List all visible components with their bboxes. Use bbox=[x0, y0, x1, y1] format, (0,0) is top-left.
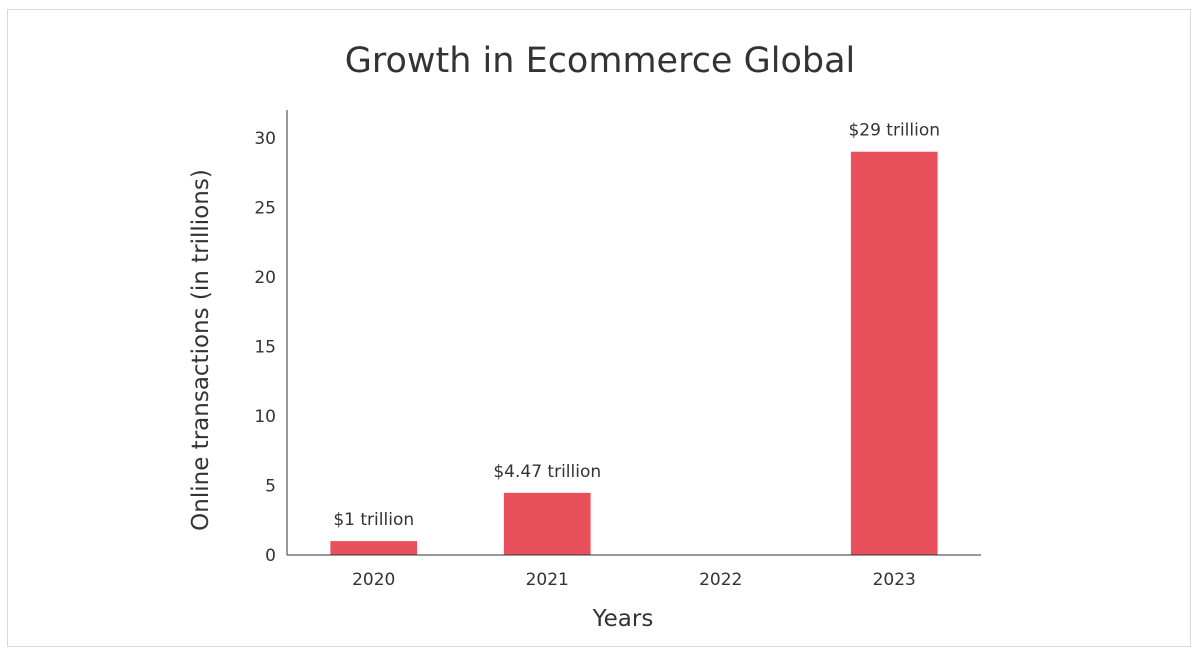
data-label-2021: $4.47 trillion bbox=[493, 462, 601, 482]
x-axis-ticks: 2020 2021 2022 2023 bbox=[352, 570, 916, 590]
y-tick-label: 25 bbox=[254, 198, 276, 218]
data-label-2020: $1 trillion bbox=[333, 510, 414, 530]
y-tick-label: 20 bbox=[254, 268, 276, 288]
x-tick-label: 2022 bbox=[699, 570, 742, 590]
bars-group bbox=[330, 151, 938, 555]
y-tick-label: 30 bbox=[254, 129, 276, 149]
data-label-2023: $29 trillion bbox=[848, 121, 940, 141]
x-axis-title: Years bbox=[592, 606, 654, 632]
x-tick-label: 2020 bbox=[352, 570, 395, 590]
chart-title: Growth in Ecommerce Global bbox=[345, 41, 856, 81]
bar-2020 bbox=[330, 541, 418, 555]
y-tick-label: 15 bbox=[254, 337, 276, 357]
y-tick-label: 5 bbox=[265, 476, 276, 496]
data-labels-group: $1 trillion $4.47 trillion $29 trillion bbox=[333, 121, 940, 530]
bar-2021 bbox=[503, 492, 591, 555]
y-tick-label: 0 bbox=[265, 546, 276, 566]
x-tick-label: 2023 bbox=[873, 570, 916, 590]
x-tick-label: 2021 bbox=[526, 570, 569, 590]
y-axis-title: Online transactions (in trillions) bbox=[188, 169, 214, 531]
bar-2023 bbox=[850, 151, 938, 555]
y-tick-label: 10 bbox=[254, 407, 276, 427]
chart-frame bbox=[7, 9, 1191, 647]
y-axis-ticks: 0 5 10 15 20 25 30 bbox=[254, 129, 276, 566]
